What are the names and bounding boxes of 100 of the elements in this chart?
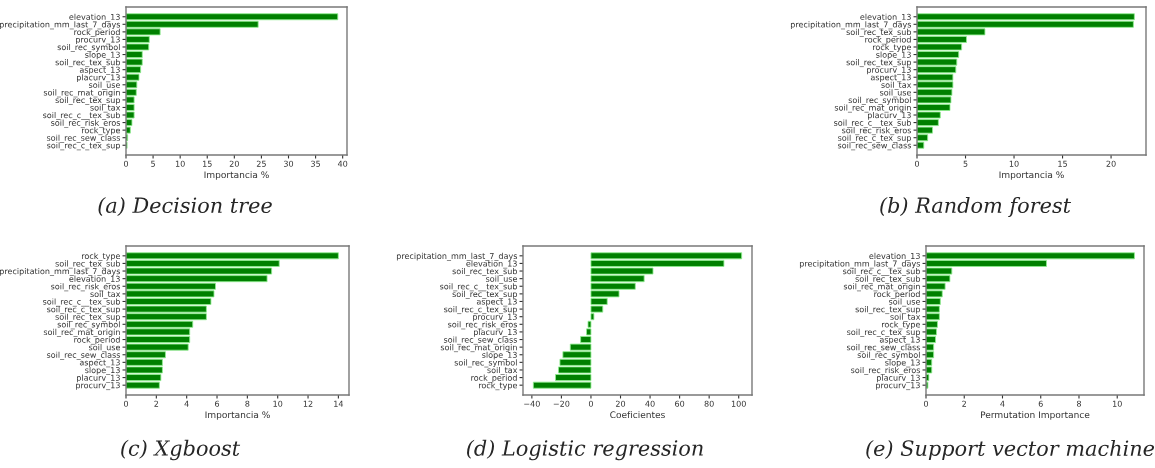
y-tick-label: soil_rec_sew_class [846, 344, 921, 353]
text: (d) Logistic regression [467, 439, 703, 461]
y-tick-label: rock_type [82, 252, 121, 261]
y-tick-label: soil_tax [881, 81, 912, 90]
y-tick-label: soil_tax [90, 104, 121, 113]
y-tick-label: soil_rec_tex_sup [55, 313, 120, 322]
y-tick-label: soil_use [879, 89, 912, 98]
y-tick-label: soil_rec_sew_class [46, 134, 121, 143]
x-tick-label: 4 [184, 400, 189, 407]
y-tick-label: soil_rec_symbol [57, 43, 120, 52]
y-tick-label: rock_period [874, 290, 920, 299]
y-tick-label: soil_rec_risk_eros [851, 366, 921, 375]
x-tick-label: −40 [524, 400, 540, 407]
y-tick-label: soil_use [88, 81, 121, 90]
y-tick-label: procurv_13 [876, 382, 920, 391]
y-tick-label: soil_rec_c_tex_sup [47, 142, 120, 151]
y-tick-label: soil_rec_symbol [454, 359, 517, 368]
y-tick-label: soil_rec_symbol [857, 351, 920, 360]
y-tick-label: soil_use [485, 275, 518, 284]
y-tick-label: soil_tax [90, 290, 121, 299]
y-tick-label: soil_rec_mat_origin [440, 344, 517, 353]
y-tick-label: soil_rec_symbol [57, 321, 120, 330]
y-tick-label: aspect_13 [79, 359, 120, 368]
x-tick-label: 15 [203, 160, 212, 167]
x-tick-label: 25 [256, 160, 266, 167]
y-tick-label: slope_13 [85, 51, 120, 60]
x-tick-label: 0 [123, 160, 129, 167]
y-tick-label: soil_rec_mat_origin [43, 328, 120, 337]
y-tick-label: soil_rec_tex_sub [55, 260, 120, 269]
y-tick-label: soil_rec_symbol [848, 96, 911, 105]
y-tick-label: rock_period [74, 336, 120, 345]
x-tick-label: 10 [175, 160, 185, 167]
y-tick-label: placurv_13 [876, 374, 920, 383]
x-tick-label: 0 [123, 400, 129, 407]
text: (e) Support vector machine [866, 439, 1155, 461]
y-tick-label: rock_type [882, 321, 921, 330]
x-tick-label: 40 [337, 160, 348, 167]
y-tick-label: soil_rec_mat_origin [834, 104, 911, 113]
y-tick-label: soil_rec_c__tex_sub [43, 111, 120, 120]
y-tick-label: soil_rec_sew_class [837, 142, 912, 151]
y-tick-label: soil_rec_c__tex_sub [43, 298, 120, 307]
x-tick-label: 6 [1038, 400, 1043, 407]
x-tick-label: 100 [731, 400, 746, 407]
x-tick-label: 8 [245, 400, 250, 407]
y-tick-label: soil_rec_c_tex_sup [838, 134, 911, 143]
y-tick-label: soil_rec_risk_eros [51, 119, 121, 128]
y-tick-label: soil_rec_tex_sup [846, 59, 911, 68]
y-tick-label: soil_rec_mat_origin [843, 283, 920, 292]
y-tick-label: elevation_13 [69, 275, 120, 284]
y-tick-label: rock_period [471, 374, 517, 383]
x-tick-label: 0 [914, 160, 920, 167]
x-tick-label: 10 [1009, 160, 1019, 167]
x-tick-label: 20 [1106, 160, 1116, 167]
x-axis-title: Importancia % [999, 171, 1064, 180]
text: (a) Decision tree [98, 196, 272, 216]
y-tick-label: soil_rec_c__tex_sub [440, 283, 517, 292]
x-axis-title: Coeficientes [610, 411, 665, 419]
x-tick-label: 10 [1112, 400, 1122, 407]
text: (b) Random forest [880, 196, 1072, 218]
y-tick-label: soil_rec_risk_eros [51, 283, 121, 292]
x-tick-label: 4 [1000, 400, 1005, 407]
x-tick-label: 15 [1058, 160, 1067, 167]
x-tick-label: −20 [553, 400, 570, 407]
y-tick-label: soil_rec_tex_sup [855, 306, 920, 315]
x-tick-label: 2 [962, 400, 966, 407]
y-tick-label: soil_rec_tex_sub [846, 28, 911, 37]
x-tick-label: 60 [675, 400, 685, 407]
y-tick-label: elevation_13 [466, 260, 517, 269]
y-tick-label: aspect_13 [870, 74, 911, 83]
text: (c) Xgboost [121, 439, 241, 461]
y-tick-label: elevation_13 [69, 13, 120, 22]
y-tick-label: soil_rec_risk_eros [448, 321, 518, 330]
y-tick-label: soil_rec_tex_sub [855, 275, 920, 284]
y-tick-label: soil_rec_tex_sup [452, 290, 517, 299]
y-tick-label: rock_type [479, 382, 518, 391]
x-tick-label: 40 [645, 400, 655, 407]
y-tick-label: aspect_13 [476, 298, 517, 307]
y-tick-label: soil_rec_c__tex_sub [843, 267, 920, 276]
y-tick-label: procurv_13 [76, 36, 120, 45]
y-tick-label: slope_13 [885, 359, 920, 368]
x-tick-label: 20 [229, 160, 239, 167]
y-tick-label: soil_rec_sew_class [46, 351, 121, 360]
y-tick-label: soil_rec_tex_sup [55, 96, 120, 105]
y-tick-label: soil_rec_c_tex_sup [444, 306, 517, 315]
y-tick-label: elevation_13 [860, 13, 911, 22]
y-tick-label: aspect_13 [879, 336, 920, 345]
y-tick-label: precipitation_mm_last_7_days [799, 260, 921, 269]
y-tick-label: rock_period [74, 28, 120, 37]
y-tick-label: soil_rec_risk_eros [842, 127, 912, 136]
y-tick-label: placurv_13 [76, 74, 120, 83]
x-tick-label: 8 [1076, 400, 1081, 407]
y-tick-label: placurv_13 [473, 328, 517, 337]
x-tick-label: 12 [303, 400, 313, 407]
y-tick-label: procurv_13 [473, 313, 517, 322]
y-tick-label: precipitation_mm_last_7_days [0, 267, 121, 276]
y-tick-label: procurv_13 [76, 382, 120, 391]
x-tick-label: 0 [588, 400, 593, 407]
y-tick-label: aspect_13 [79, 66, 120, 75]
y-tick-label: rock_period [865, 36, 911, 45]
x-tick-label: 5 [151, 160, 155, 167]
